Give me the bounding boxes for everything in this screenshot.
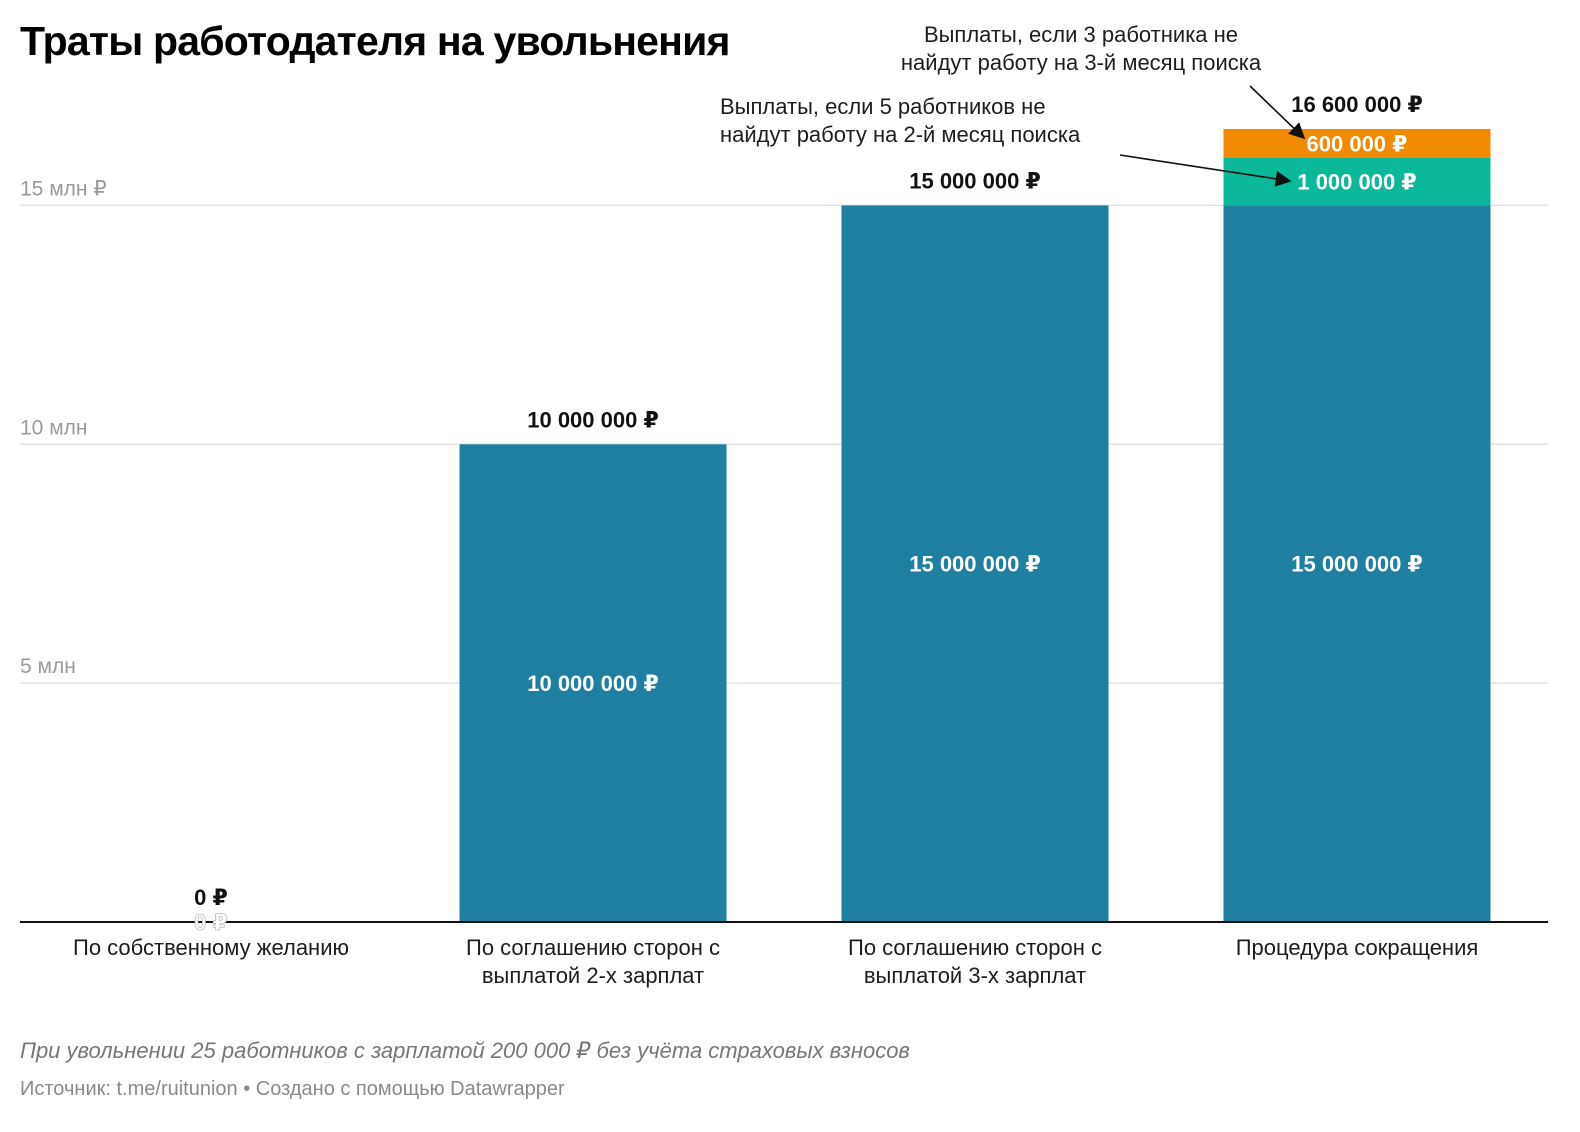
inner-data-label: 600 000 ₽	[1307, 131, 1408, 156]
annotation-text: найдут работу на 2-й месяц поиска	[720, 122, 1081, 147]
inner-data-label: 15 000 000 ₽	[909, 552, 1041, 577]
total-data-label: 0 ₽	[194, 885, 228, 910]
annotation-text: найдут работу на 3-й месяц поиска	[901, 50, 1262, 75]
y-tick-label: 10 млн	[20, 416, 87, 439]
bars	[20, 129, 1548, 923]
annotation-arrow	[1119, 154, 1292, 187]
chart-notes: При увольнении 25 работников с зарплатой…	[20, 1038, 910, 1063]
inner-data-label: 10 000 000 ₽	[527, 671, 659, 696]
bar-segment	[1223, 205, 1491, 923]
category-label: Процедура сокращения	[1236, 935, 1479, 960]
annotation-text: Выплаты, если 3 работника не	[924, 22, 1238, 47]
total-data-label: 16 600 000 ₽	[1291, 92, 1423, 117]
category-label: По соглашению сторон с	[848, 935, 1102, 960]
total-data-label: 10 000 000 ₽	[527, 407, 659, 432]
annotations: Выплаты, если 3 работника не найдут работ…	[720, 22, 1306, 187]
category-label: выплатой 2-х зарплат	[482, 963, 704, 988]
bar-segment	[841, 205, 1109, 923]
inner-data-label: 1 000 000 ₽	[1297, 170, 1416, 195]
inner-data-label: 15 000 000 ₽	[1291, 552, 1423, 577]
category-label: По собственному желанию	[73, 935, 349, 960]
y-tick-label: 15 млн ₽	[20, 177, 107, 200]
annotation-arrow	[1249, 85, 1306, 140]
bar-segment	[1223, 157, 1491, 206]
chart-title: Траты работодателя на увольнения	[20, 18, 730, 64]
chart-source: Источник: t.me/ruitunion • Создано с пом…	[20, 1078, 565, 1100]
annotation-text: Выплаты, если 5 работников не	[720, 94, 1046, 119]
category-label: выплатой 3-х зарплат	[864, 963, 1086, 988]
inner-data-label: 0 ₽	[194, 910, 228, 935]
total-data-label: 15 000 000 ₽	[909, 168, 1041, 193]
y-tick-label: 5 млн	[20, 655, 76, 678]
bar-segment	[1223, 129, 1491, 158]
category-label: По соглашению сторон с	[466, 935, 720, 960]
gridlines: 5 млн 10 млн 15 млн ₽	[20, 177, 1548, 684]
bar-segment	[459, 444, 727, 922]
